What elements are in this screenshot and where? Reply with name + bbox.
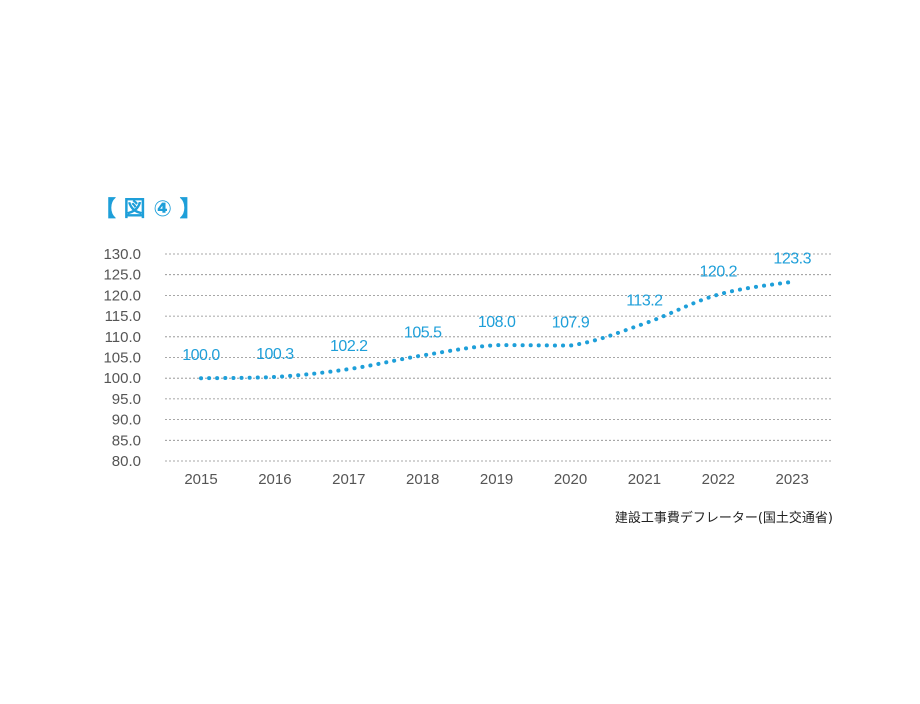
data-label: 100.3: [256, 346, 294, 363]
x-tick-label: 2020: [554, 471, 587, 488]
y-tick-label: 95.0: [112, 391, 141, 408]
y-tick-label: 125.0: [103, 267, 141, 284]
source-note: 建設工事費デフレーター(国土交通省): [615, 510, 833, 526]
y-tick-label: 115.0: [105, 308, 141, 325]
x-tick-label: 2016: [258, 471, 291, 488]
y-tick-label: 80.0: [112, 453, 141, 470]
x-axis-ticks: 2015 2016 2017 2018 2019 2020 2021 2022 2023: [184, 471, 809, 488]
x-tick-label: 2018: [406, 471, 439, 488]
y-tick-label: 120.0: [103, 287, 141, 304]
data-label: 105.5: [404, 324, 442, 341]
data-label: 100.0: [182, 347, 220, 364]
x-tick-label: 2022: [702, 471, 735, 488]
y-tick-label: 110.0: [105, 329, 141, 346]
x-tick-label: 2019: [480, 471, 513, 488]
data-label: 107.9: [552, 314, 590, 331]
y-tick-label: 105.0: [103, 350, 141, 367]
series-path: [199, 279, 795, 381]
y-tick-label: 90.0: [112, 412, 141, 429]
figure-label: 【 図 ④ 】: [94, 197, 202, 222]
x-tick-label: 2021: [628, 471, 661, 488]
y-tick-label: 85.0: [112, 432, 141, 449]
data-label: 113.2: [626, 293, 663, 310]
data-label: 102.2: [330, 338, 368, 355]
x-tick-label: 2023: [776, 471, 809, 488]
y-tick-label: 130.0: [103, 246, 141, 263]
series-line: [199, 279, 795, 381]
data-label: 120.2: [700, 264, 738, 281]
x-tick-label: 2015: [184, 471, 217, 488]
data-label: 108.0: [478, 314, 516, 331]
data-labels: 100.0 100.3 102.2 105.5 108.0 107.9 113.2 120.2…: [182, 251, 812, 364]
y-axis-ticks: 130.0 125.0 120.0 115.0 110.0 105.0 100.0 95.0 9…: [103, 246, 141, 470]
data-label: 123.3: [773, 251, 811, 268]
gridlines: [165, 253, 832, 462]
y-tick-label: 100.0: [103, 370, 141, 387]
x-tick-label: 2017: [332, 471, 365, 488]
